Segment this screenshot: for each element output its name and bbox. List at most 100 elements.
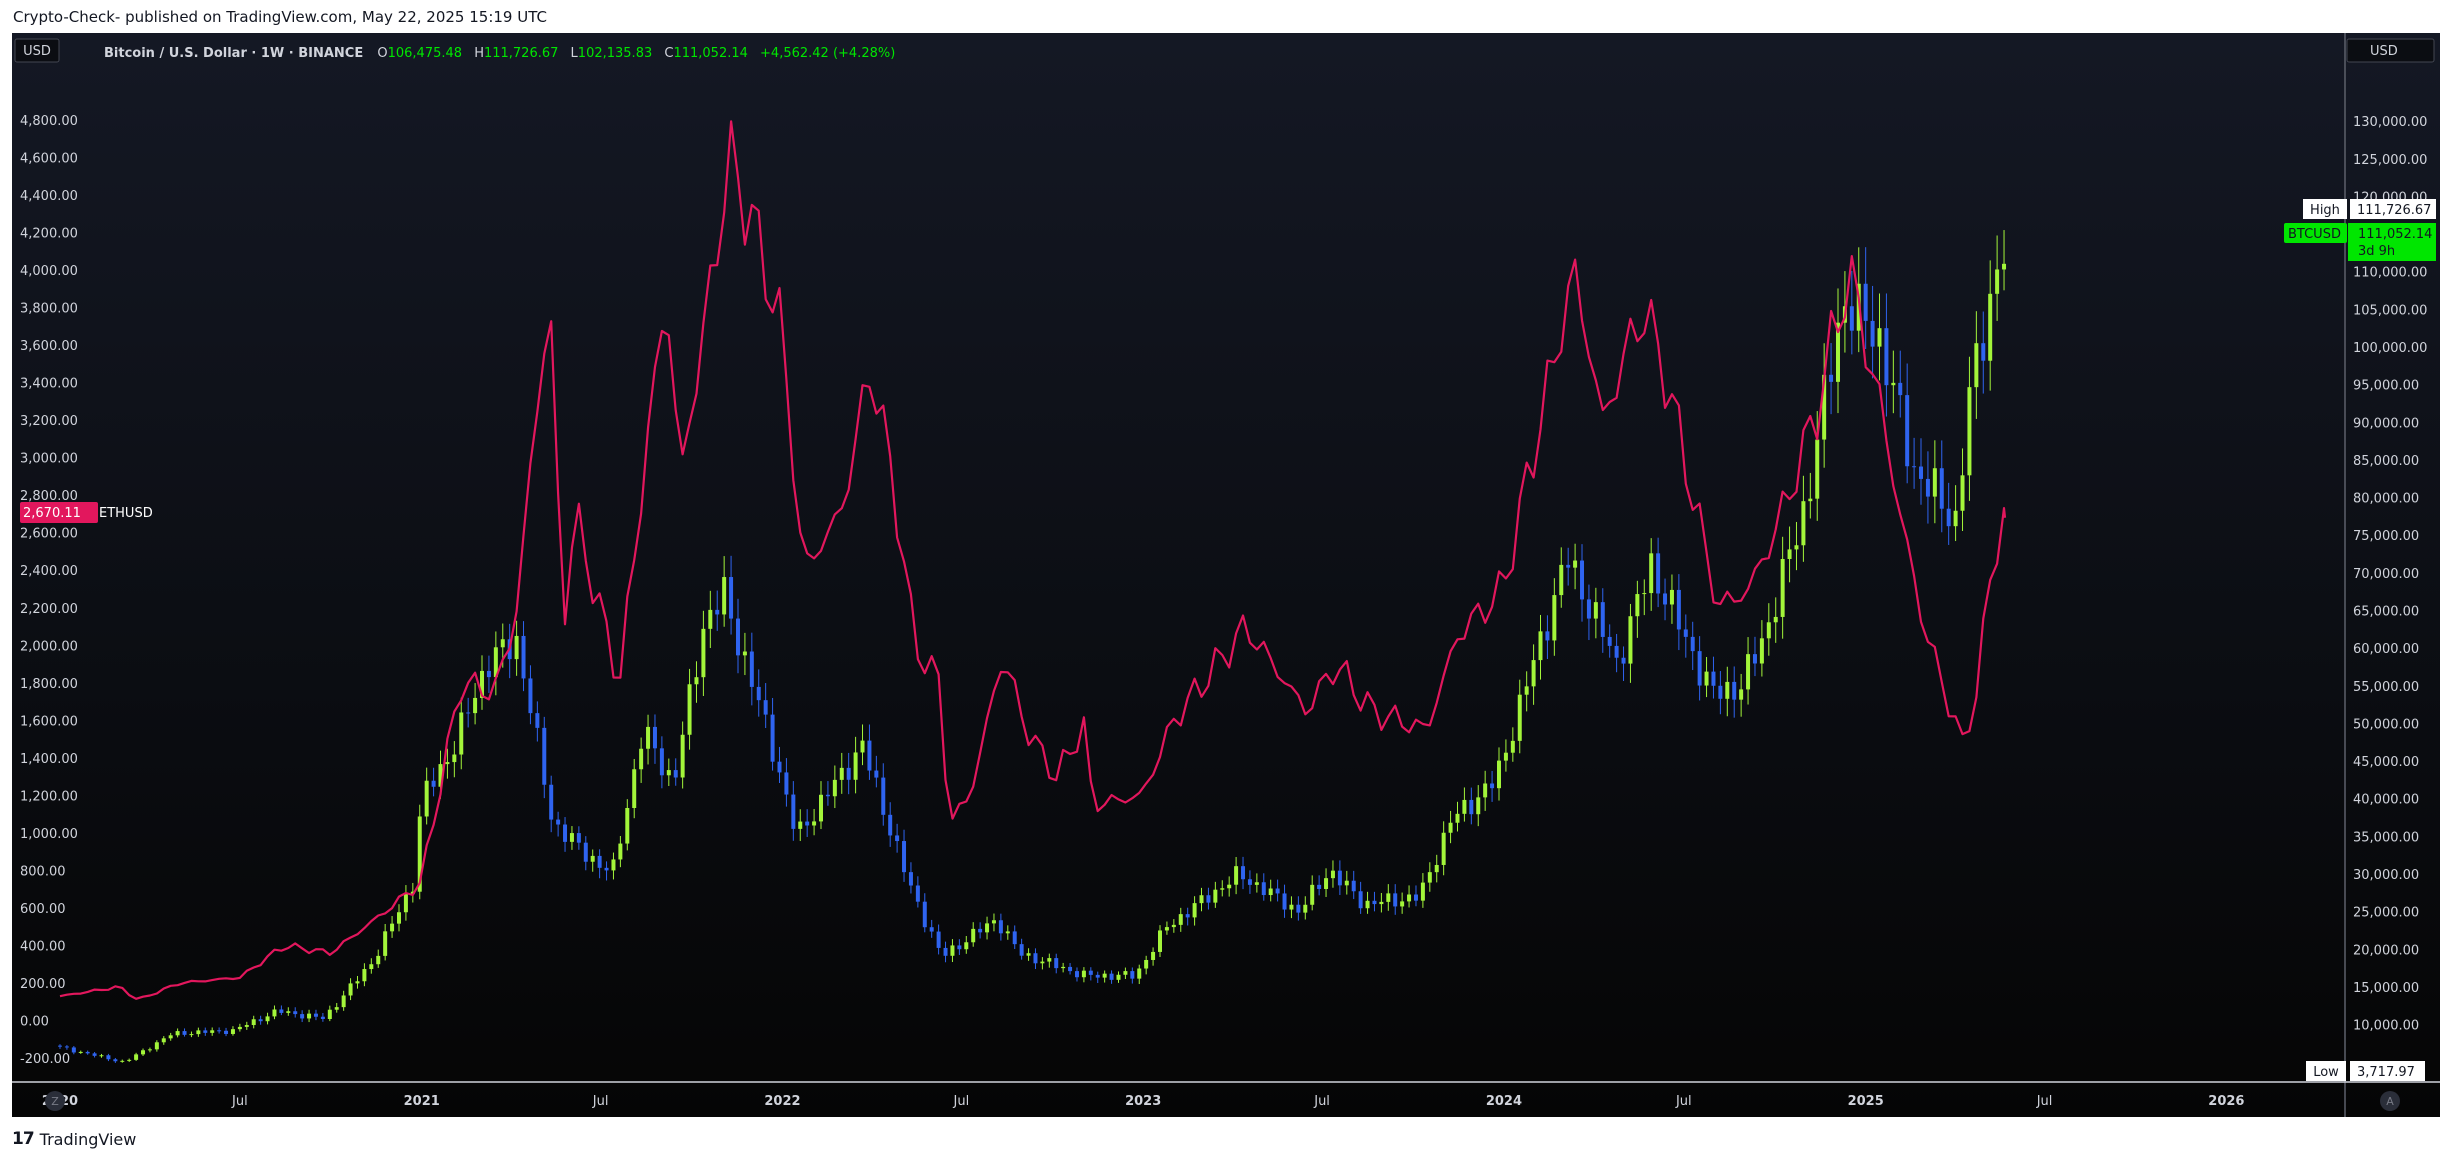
btc-candle <box>1033 948 1038 970</box>
candle-body <box>708 609 713 629</box>
tradingview-footer[interactable]: 17 TradingView <box>12 1129 136 1149</box>
btc-candle <box>812 808 817 836</box>
right-axis-tick: 55,000.00 <box>2353 680 2419 695</box>
btc-candle <box>756 669 761 717</box>
candle-body <box>1683 629 1688 637</box>
candle-body <box>217 1030 222 1032</box>
btc-candle <box>1372 891 1377 912</box>
candle-body <box>1946 508 1951 527</box>
candle-body <box>251 1019 256 1026</box>
btc-candle <box>1365 891 1370 914</box>
btc-candle <box>618 835 623 868</box>
candle-body <box>1642 593 1647 595</box>
candle-body <box>445 762 450 765</box>
close-label: C <box>664 46 673 61</box>
btc-candle <box>92 1052 97 1058</box>
right-axis-tick: 25,000.00 <box>2353 906 2419 921</box>
chart-panel[interactable]: USD Bitcoin / U.S. Dollar · 1W · BINANCE… <box>12 33 2440 1117</box>
eth-badge-value: 2,670.11 <box>23 506 81 521</box>
btc-candle <box>1580 544 1585 622</box>
candle-body <box>1040 961 1045 964</box>
btc-candle <box>1946 482 1951 545</box>
btc-candle <box>1510 727 1515 762</box>
btc-candle <box>141 1048 146 1057</box>
btc-candle <box>590 849 595 872</box>
btc-candle <box>1455 801 1460 832</box>
candle-body <box>1220 888 1225 890</box>
candle-body <box>604 867 609 871</box>
btc-candle <box>1794 521 1799 571</box>
btc-candle <box>1019 938 1024 960</box>
btc-candle <box>327 1005 332 1022</box>
auto-scale-button[interactable] <box>2380 1091 2400 1111</box>
currency-button-right[interactable] <box>2346 38 2435 63</box>
btc-candle <box>113 1057 118 1063</box>
currency-button-left[interactable] <box>14 38 60 63</box>
btc-candle <box>1704 656 1709 698</box>
left-axis-tick: 4,000.00 <box>20 264 78 279</box>
candle-body <box>991 920 996 924</box>
candle-body <box>1109 973 1114 980</box>
candle-body <box>466 712 471 714</box>
candle-body <box>1711 671 1716 686</box>
candle-body <box>1268 888 1273 896</box>
candle-body <box>1739 689 1744 700</box>
right-axis-tick: 15,000.00 <box>2353 981 2419 996</box>
left-axis-tick: 2,600.00 <box>20 527 78 542</box>
btc-candle <box>535 701 540 742</box>
auto-scale-label: A <box>2386 1095 2394 1108</box>
candle-body <box>120 1060 125 1062</box>
btc-candle <box>1676 574 1681 651</box>
candle-body <box>563 824 568 842</box>
btc-candle <box>521 621 526 692</box>
btc-candle <box>1600 588 1605 653</box>
candle-body <box>1732 681 1737 700</box>
candle-body <box>403 893 408 913</box>
candle-body <box>971 928 976 943</box>
candle-body <box>1524 686 1529 695</box>
left-axis-tick: 1,600.00 <box>20 714 78 729</box>
candle-body <box>1164 927 1169 931</box>
chart-canvas[interactable]: USD Bitcoin / U.S. Dollar · 1W · BINANCE… <box>12 33 2440 1117</box>
btc-candle <box>203 1027 208 1036</box>
btc-candle <box>742 632 747 676</box>
btc-candle <box>175 1028 180 1038</box>
timezone-toggle-button[interactable] <box>45 1091 65 1111</box>
candle-body <box>556 819 561 825</box>
low-badge: Low 3,717.97 <box>2306 1061 2425 1081</box>
candle-body <box>735 618 740 656</box>
time-axis-tick: 2024 <box>1486 1094 1522 1109</box>
candle-body <box>853 752 858 780</box>
candle-body <box>1773 616 1778 623</box>
left-axis-tick: 3,400.00 <box>20 377 78 392</box>
btc-candle <box>1877 293 1882 381</box>
candle-body <box>452 754 457 763</box>
eth-line <box>59 120 2007 1000</box>
right-axis-tick: 105,000.00 <box>2353 303 2427 318</box>
btc-candle <box>71 1046 76 1055</box>
candle-body <box>1635 594 1640 617</box>
btc-candle <box>1849 270 1854 355</box>
candle-body <box>293 1011 298 1015</box>
btc-candle <box>701 610 706 696</box>
btc-candle <box>1171 919 1176 933</box>
candle-body <box>1822 374 1827 440</box>
btc-candle <box>943 941 948 963</box>
btc-candle <box>376 949 381 968</box>
candle-body <box>922 901 927 928</box>
btc-candle <box>1593 587 1598 639</box>
btc-candle <box>383 923 388 961</box>
btc-candle <box>1192 896 1197 926</box>
btc-candle <box>1939 440 1944 533</box>
btc-candle <box>1358 881 1363 914</box>
candle-body <box>486 670 491 678</box>
candle-body <box>1545 631 1550 641</box>
candle-body <box>224 1030 229 1034</box>
candle-body <box>618 843 623 860</box>
candle-body <box>742 651 747 656</box>
btc-candle <box>556 811 561 837</box>
candle-body <box>1905 395 1910 467</box>
candle-body <box>1483 783 1488 798</box>
btc-candle <box>1822 343 1827 468</box>
left-axis-tick: 3,200.00 <box>20 414 78 429</box>
